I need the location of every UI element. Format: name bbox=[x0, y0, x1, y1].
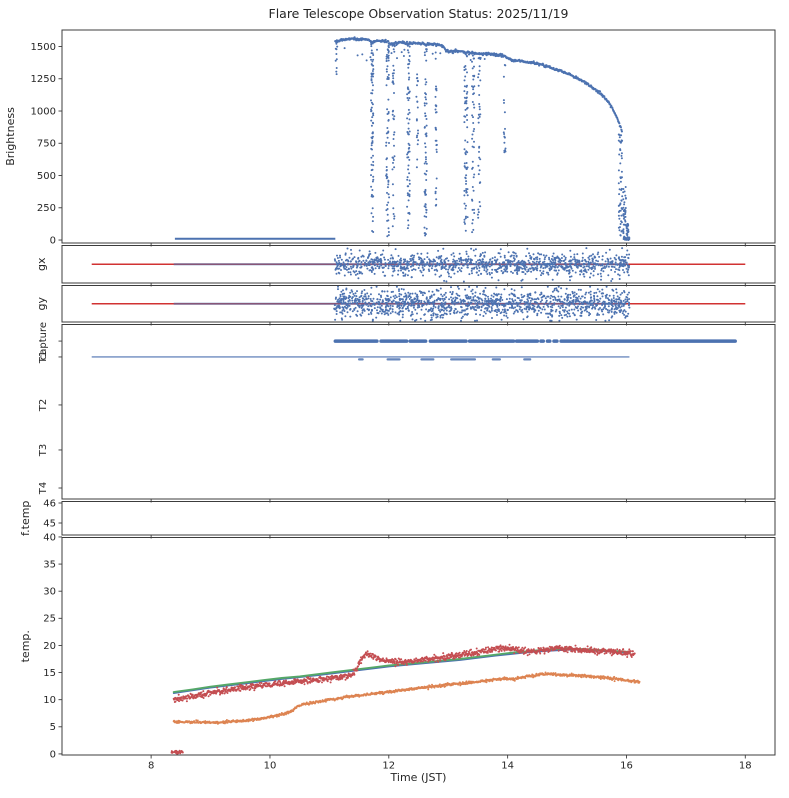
ylabel-brightness: Brightness bbox=[4, 107, 17, 166]
ytick-label: 40 bbox=[43, 532, 56, 543]
series-gy-jitter bbox=[333, 285, 631, 322]
ytick-label: 15 bbox=[43, 668, 56, 679]
series-red-floor-cluster bbox=[170, 749, 184, 755]
panel-gx: gx bbox=[35, 245, 776, 287]
ytick-label: 0 bbox=[50, 749, 56, 760]
ycat-label: T2 bbox=[38, 399, 49, 412]
ylabel-gy: gy bbox=[35, 297, 48, 311]
series-plateau bbox=[334, 36, 624, 133]
ycat-label: T4 bbox=[38, 482, 49, 495]
ytick-label: 250 bbox=[37, 203, 56, 214]
ylabel-gx: gx bbox=[35, 257, 48, 271]
ylabel-ftemp: f.temp bbox=[19, 501, 32, 536]
series-temp-sensor-red bbox=[172, 643, 636, 703]
xtick-label: 16 bbox=[620, 761, 633, 772]
ytick-label: 30 bbox=[43, 587, 56, 598]
series-dropout-columns bbox=[334, 41, 631, 241]
xtick-label: 14 bbox=[501, 761, 514, 772]
ytick-label: 1250 bbox=[31, 74, 56, 85]
ytick-label: 0 bbox=[50, 235, 56, 246]
ytick-label: 10 bbox=[43, 695, 56, 706]
ycat-label: T3 bbox=[38, 444, 49, 457]
ytick-label: 1500 bbox=[31, 42, 56, 53]
panel-ftemp-axes: 45 46 bbox=[43, 498, 776, 539]
panel-temp: 0 5 10 15 20 25 30 35 40 temp. bbox=[19, 532, 776, 760]
xtick-label: 12 bbox=[382, 761, 395, 772]
ycat-label: T1 bbox=[38, 351, 49, 364]
ytick-label: 500 bbox=[37, 171, 56, 182]
chart-title: Flare Telescope Observation Status: 2025… bbox=[269, 6, 569, 21]
panel-gx-axes bbox=[61, 245, 776, 287]
series-gx-jitter bbox=[333, 247, 631, 283]
ytick-label: 750 bbox=[37, 139, 56, 150]
panel-brightness-axes: 0 250 500 750 1000 1250 1500 bbox=[31, 29, 776, 247]
xaxis: 8 10 12 14 16 18 Time (JST) bbox=[148, 761, 752, 785]
ytick-label: 35 bbox=[43, 559, 56, 570]
xtick-label: 10 bbox=[264, 761, 277, 772]
ytick-label: 25 bbox=[43, 614, 56, 625]
panel-gy: gy bbox=[35, 285, 776, 326]
panel-temp-axes: 0 5 10 15 20 25 30 35 40 bbox=[43, 532, 776, 760]
xtick-label: 18 bbox=[739, 761, 752, 772]
ytick-label: 46 bbox=[43, 498, 56, 509]
xaxis-label: Time (JST) bbox=[390, 771, 447, 784]
series-temp-sensor-orange bbox=[172, 671, 641, 725]
ytick-label: 5 bbox=[50, 722, 56, 733]
ycat-label: capture bbox=[38, 322, 49, 360]
ytick-label: 20 bbox=[43, 641, 56, 652]
ytick-label: 1000 bbox=[31, 106, 56, 117]
panel-brightness: 0 250 500 750 1000 1250 1500 Brightness bbox=[4, 29, 776, 247]
xtick-label: 8 bbox=[148, 761, 154, 772]
ytick-label: 45 bbox=[43, 518, 56, 529]
ylabel-temp: temp. bbox=[19, 630, 32, 662]
series-stray-points bbox=[343, 45, 503, 62]
panel-ftemp: 45 46 f.temp bbox=[19, 498, 776, 539]
